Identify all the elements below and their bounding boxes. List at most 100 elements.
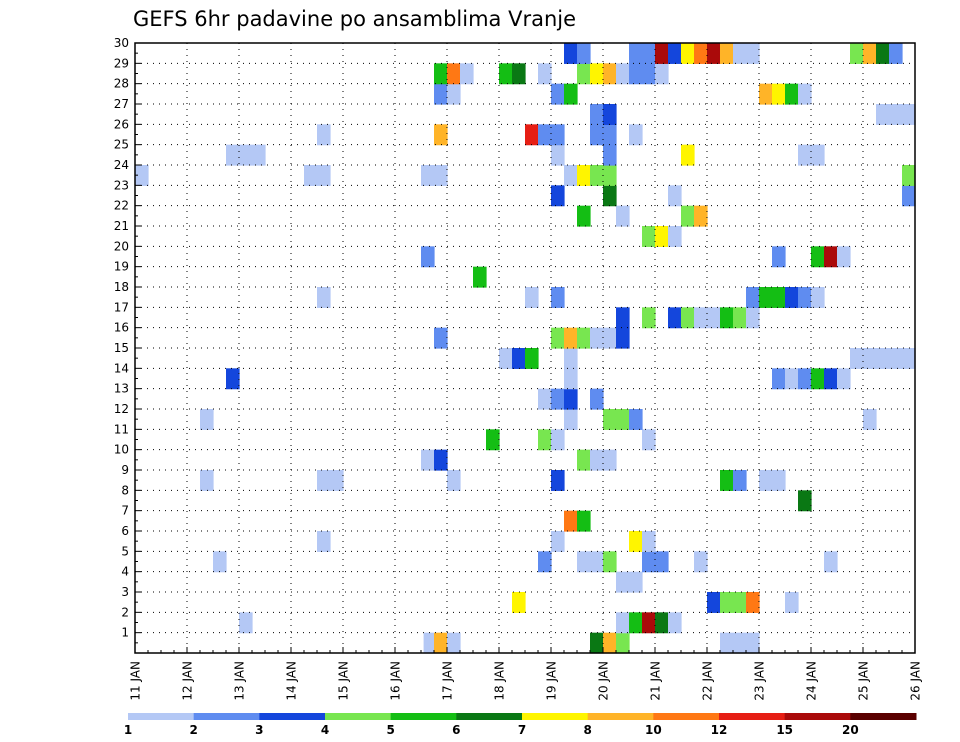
heatmap-cell	[603, 409, 630, 430]
y-tick-label: 15	[114, 341, 129, 355]
x-tick-label: 17 JAN	[441, 661, 455, 701]
y-tick-label: 26	[114, 117, 129, 131]
heatmap-cell	[135, 165, 149, 186]
y-tick-label: 27	[114, 97, 129, 111]
heatmap-cell	[876, 104, 916, 125]
heatmap-cell	[824, 368, 838, 390]
heatmap-cell	[551, 470, 565, 491]
colorbar-label: 1	[124, 723, 132, 737]
x-axis: 11 JAN 12 JAN 13 JAN 14 JAN 15 JAN 16 JAN 17 J…	[129, 647, 923, 701]
y-tick-label: 12	[114, 402, 129, 416]
heatmap-cell	[668, 226, 682, 247]
heatmap-cell	[603, 551, 617, 573]
heatmap-cell	[733, 307, 747, 329]
x-tick-label: 19 JAN	[545, 661, 559, 701]
y-tick-label: 29	[114, 56, 129, 70]
heatmap-cell	[603, 63, 617, 85]
heatmap-cell	[200, 409, 214, 430]
x-tick-label: 23 JAN	[753, 661, 767, 701]
heatmap-cell	[603, 632, 617, 654]
heatmap-cell	[616, 612, 630, 634]
heatmap-cell	[681, 43, 695, 64]
y-tick-label: 25	[114, 138, 129, 152]
heatmap-cell	[642, 612, 656, 634]
heatmap-cell	[798, 144, 825, 166]
y-tick-label: 14	[114, 361, 129, 375]
colorbar-swatch	[193, 713, 260, 720]
heatmap-cell	[551, 531, 565, 552]
colorbar-swatch	[390, 713, 457, 720]
heatmap-cell	[668, 43, 682, 64]
y-tick-label: 24	[114, 158, 129, 172]
heatmap-cell	[772, 246, 786, 268]
heatmap-cell	[681, 144, 695, 166]
colorbar-label: 5	[386, 723, 394, 737]
heatmap-cell	[434, 124, 448, 146]
heatmap-cell	[707, 43, 721, 64]
colorbar-label: 7	[518, 723, 526, 737]
heatmap-cell	[551, 83, 565, 105]
heatmap-cell	[213, 551, 227, 573]
colorbar-swatch	[259, 713, 326, 720]
heatmap-cell	[590, 388, 604, 410]
heatmap-cell	[421, 449, 435, 471]
heatmap-cell	[447, 83, 461, 105]
heatmap-cell	[564, 510, 578, 532]
heatmap-cell	[629, 43, 656, 64]
colorbar-label: 10	[645, 723, 662, 737]
heatmap-cell	[655, 43, 669, 64]
heatmap-cell	[681, 307, 695, 329]
colorbar-swatch	[719, 713, 786, 720]
heatmap-cell	[577, 449, 591, 471]
heatmap-cell	[551, 287, 565, 308]
heatmap-cell	[694, 43, 708, 64]
heatmap-cell	[642, 551, 669, 573]
heatmap-cell	[629, 612, 643, 634]
heatmap-cell	[551, 327, 565, 349]
colorbar-swatch	[325, 713, 392, 720]
heatmap-cell	[304, 165, 331, 186]
x-tick-label: 22 JAN	[701, 661, 715, 701]
heatmap-cell	[577, 63, 591, 85]
heatmap-cell	[590, 104, 604, 125]
y-tick-label: 9	[121, 463, 129, 477]
heatmap-cell	[551, 185, 565, 207]
heatmap-cell	[564, 165, 578, 186]
colorbar-label: 15	[776, 723, 793, 737]
heatmap-cell	[785, 287, 799, 308]
heatmap-cell	[447, 470, 461, 491]
heatmap-cell	[811, 246, 825, 268]
heatmap-cell	[733, 43, 760, 64]
y-tick-label: 8	[121, 483, 129, 497]
heatmap-cell	[590, 124, 617, 146]
heatmap-cell	[668, 612, 682, 634]
heatmap-cell	[811, 287, 825, 308]
heatmap-cell	[525, 348, 539, 369]
heatmap-cell	[850, 348, 916, 369]
colorbar-label: 20	[842, 723, 859, 737]
colorbar-swatch	[850, 713, 917, 720]
heatmap-cell	[694, 307, 721, 329]
heatmap-cell	[629, 531, 643, 552]
heatmap-cell	[603, 144, 617, 166]
heatmap-cell	[616, 327, 630, 349]
heatmap-cell	[564, 368, 578, 390]
heatmap-cell	[486, 429, 500, 451]
heatmap-cell	[564, 348, 578, 369]
heatmap-cell	[434, 327, 448, 349]
heatmap-cell	[434, 83, 448, 105]
x-tick-label: 11 JAN	[129, 661, 143, 701]
heatmap-cell	[577, 510, 591, 532]
heatmap-cell	[317, 531, 331, 552]
y-tick-label: 30	[114, 36, 129, 50]
y-tick-label: 17	[114, 300, 129, 314]
colorbar-label: 3	[255, 723, 263, 737]
heatmap-cell	[629, 124, 643, 146]
heatmap-cell	[616, 571, 643, 593]
heatmap-cell	[746, 307, 760, 329]
heatmap-cell	[590, 327, 617, 349]
heatmap-cell	[525, 287, 539, 308]
heatmap-cell	[785, 592, 799, 613]
heatmap-cell	[577, 551, 604, 573]
heatmap-cell	[876, 43, 890, 64]
